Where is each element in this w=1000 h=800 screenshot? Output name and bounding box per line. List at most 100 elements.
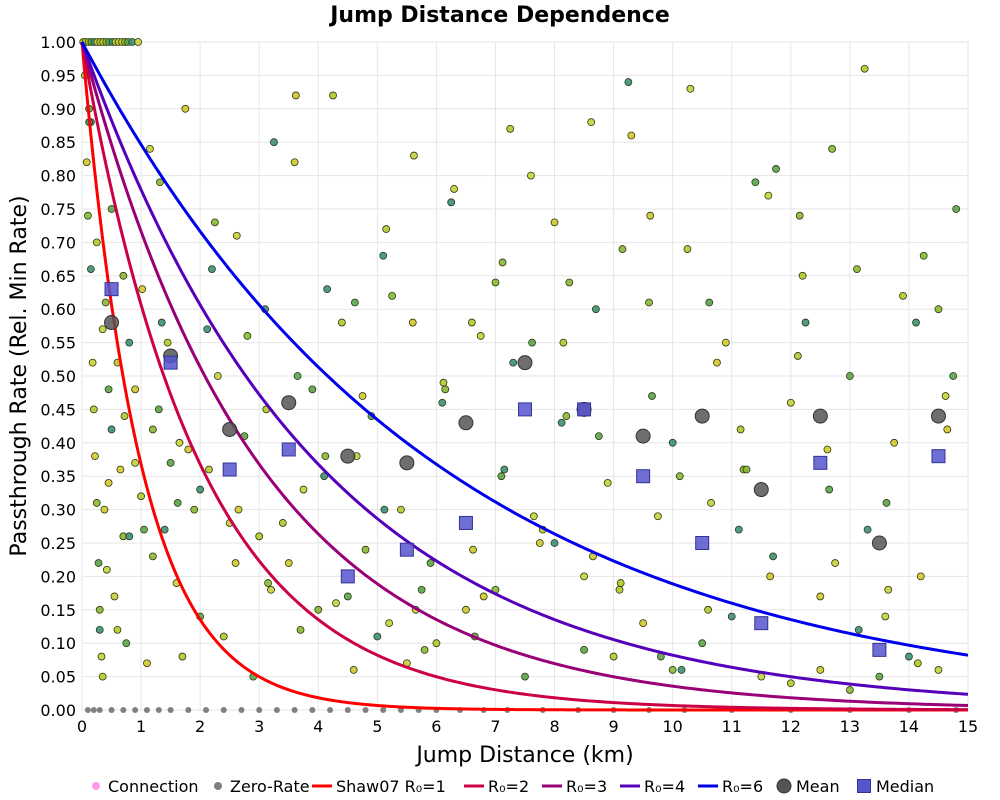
x-tick-label: 0 bbox=[77, 717, 87, 736]
connection-point bbox=[550, 218, 559, 227]
y-tick-label: 0.70 bbox=[40, 233, 76, 252]
zero-rate-point bbox=[238, 707, 245, 713]
zero-rate-point bbox=[132, 707, 139, 713]
y-tick-labels: 0.00 0.05 0.10 0.15 0.20 0.25 0.30 0.35 0.40 0.45… bbox=[40, 33, 76, 720]
mean-point bbox=[222, 421, 238, 437]
connection-point bbox=[157, 318, 166, 327]
connection-point bbox=[683, 245, 692, 253]
connection-point bbox=[795, 211, 804, 220]
legend-label: Median bbox=[876, 777, 934, 796]
y-tick-label: 0.10 bbox=[40, 634, 76, 653]
legend-marker-dot bbox=[92, 782, 100, 790]
zero-rate-point bbox=[203, 707, 210, 713]
connection-point bbox=[816, 592, 825, 601]
connection-point bbox=[166, 458, 175, 467]
connection-point bbox=[296, 625, 305, 634]
connection-point bbox=[178, 652, 187, 661]
connection-point bbox=[854, 625, 863, 634]
connection-point bbox=[140, 525, 148, 534]
legend: Connection Zero-Rate Shaw07 R₀=1 R₀=2 R₀=3 R₀… bbox=[92, 777, 934, 796]
chart-title: Jump Distance Dependence bbox=[328, 3, 670, 28]
median-point bbox=[754, 616, 769, 631]
connection-point bbox=[278, 519, 287, 527]
connection-point bbox=[82, 158, 91, 167]
zero-rate-point bbox=[362, 707, 369, 713]
connection-point bbox=[95, 605, 104, 614]
connection-point bbox=[616, 579, 625, 587]
x-tick-label: 7 bbox=[490, 717, 500, 736]
connection-points bbox=[79, 38, 961, 694]
connection-point bbox=[675, 472, 684, 481]
connection-point bbox=[594, 432, 603, 441]
connection-point bbox=[196, 485, 205, 494]
connection-point bbox=[447, 198, 456, 207]
legend-label: Connection bbox=[108, 777, 199, 796]
zero-rate-point bbox=[380, 707, 387, 713]
x-tick-label: 12 bbox=[781, 717, 801, 736]
connection-point bbox=[134, 38, 143, 46]
connection-point bbox=[119, 271, 128, 280]
connection-point bbox=[91, 452, 99, 461]
connection-point bbox=[727, 612, 736, 621]
connection-point bbox=[618, 245, 627, 253]
connection-point bbox=[853, 265, 861, 274]
connection-point bbox=[707, 499, 715, 507]
connection-point bbox=[232, 231, 241, 240]
connection-point bbox=[521, 672, 529, 681]
zero-rate-point bbox=[120, 707, 127, 713]
connection-point bbox=[432, 639, 441, 648]
connection-point bbox=[479, 592, 488, 601]
zero-rate-point bbox=[327, 707, 334, 713]
connection-point bbox=[100, 505, 109, 514]
connection-point bbox=[734, 525, 743, 534]
median-point bbox=[931, 449, 946, 464]
connection-point bbox=[627, 131, 636, 140]
x-tick-label: 10 bbox=[662, 717, 682, 736]
connection-point bbox=[881, 612, 890, 621]
connection-point bbox=[373, 632, 382, 641]
connection-point bbox=[736, 425, 745, 434]
legend-label: R₀=4 bbox=[644, 777, 685, 796]
connection-point bbox=[116, 465, 125, 474]
connection-point bbox=[320, 472, 329, 481]
connection-point bbox=[668, 438, 677, 447]
connection-point bbox=[146, 144, 154, 153]
mean-point bbox=[399, 455, 415, 471]
y-tick-label: 0.80 bbox=[40, 167, 76, 186]
y-tick-label: 0.65 bbox=[40, 267, 76, 286]
connection-point bbox=[293, 372, 302, 380]
connection-point bbox=[913, 659, 922, 668]
connection-point bbox=[698, 639, 707, 648]
curve-r0-6 bbox=[80, 41, 969, 657]
legend-marker-square bbox=[857, 779, 871, 793]
y-tick-label: 0.30 bbox=[40, 501, 76, 520]
connection-point bbox=[137, 492, 145, 501]
connection-point bbox=[905, 652, 913, 661]
connection-point bbox=[798, 271, 807, 280]
connection-point bbox=[417, 585, 426, 594]
curve-r0-2 bbox=[80, 41, 969, 712]
y-tick-label: 0.55 bbox=[40, 334, 76, 353]
y-tick-label: 0.00 bbox=[40, 701, 76, 720]
connection-point bbox=[104, 478, 113, 487]
connection-point bbox=[107, 425, 116, 434]
mean-point bbox=[812, 408, 828, 424]
connection-point bbox=[550, 539, 559, 547]
connection-point bbox=[131, 385, 140, 394]
x-tick-label: 8 bbox=[549, 717, 559, 736]
connection-point bbox=[321, 452, 330, 461]
mean-point bbox=[517, 355, 533, 371]
connection-point bbox=[308, 385, 317, 394]
connection-point bbox=[823, 445, 832, 454]
connection-point bbox=[420, 645, 429, 654]
median-point bbox=[281, 442, 296, 457]
mean-point bbox=[281, 395, 297, 411]
connection-point bbox=[113, 625, 122, 634]
x-tick-label: 6 bbox=[431, 717, 441, 736]
y-tick-label: 0.95 bbox=[40, 66, 76, 85]
y-tick-label: 0.45 bbox=[40, 400, 76, 419]
median-point bbox=[458, 515, 473, 530]
connection-point bbox=[845, 686, 854, 694]
connection-point bbox=[349, 666, 358, 674]
